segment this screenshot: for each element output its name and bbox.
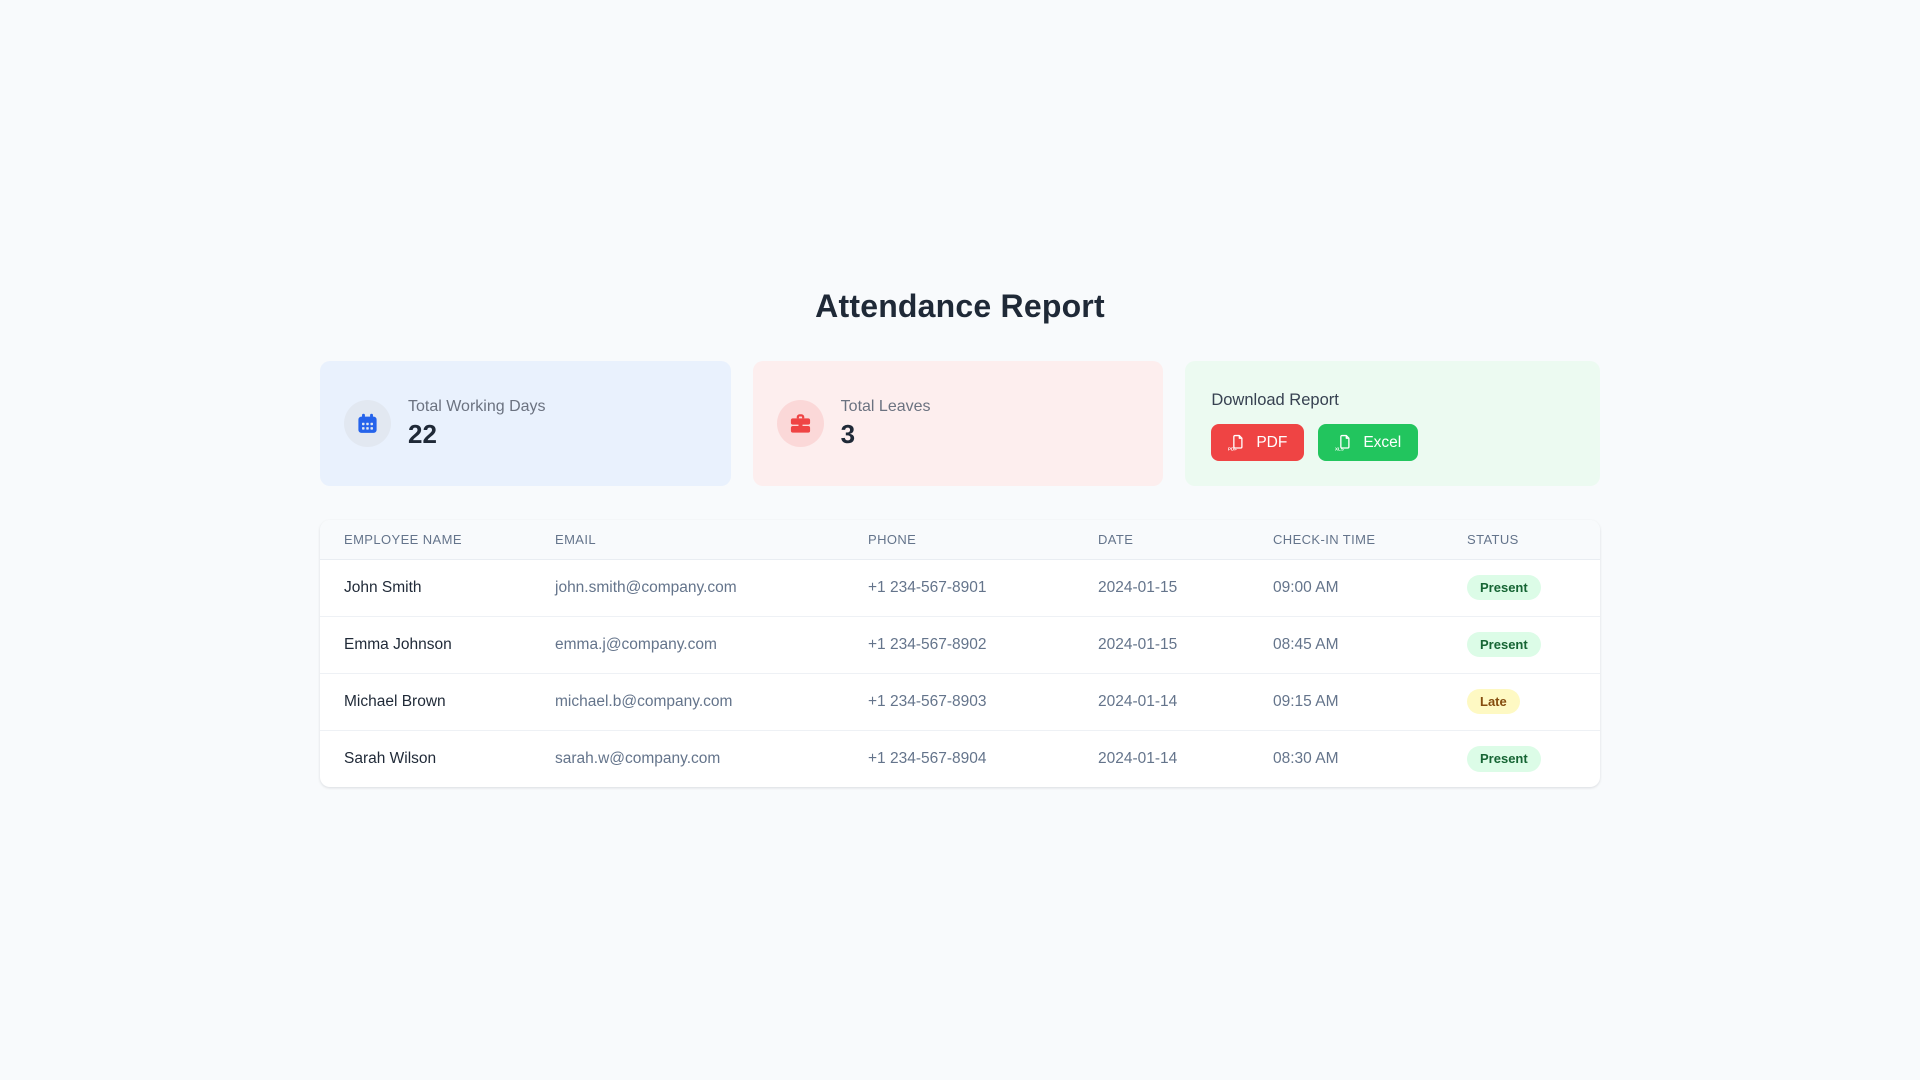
pdf-button-label: PDF [1256,433,1288,451]
status-badge: Late [1467,688,1520,715]
attendance-report-page: Attendance Report Total Working Days [320,0,1601,787]
attendance-table: Employee Name Email Phone Date Check-in … [320,520,1600,787]
column-header-date: Date [1074,520,1249,560]
column-header-phone: Phone [844,520,1074,560]
employee-email: emma.j@company.com [555,635,717,653]
employee-phone: +1 234-567-8903 [868,692,987,710]
total-leaves-card: Total Leaves 3 [752,361,1164,486]
file-pdf-icon: PDF [1228,433,1247,452]
stat-label-leaves: Total Leaves [840,397,931,415]
calendar-icon [344,400,391,447]
status-badge: Present [1467,745,1541,772]
table-row: Emma Johnson emma.j@company.com +1 234-5… [320,615,1600,673]
stat-value-working-days: 22 [408,418,437,449]
briefcase-icon [776,400,824,447]
status-badge: Present [1467,631,1541,658]
checkin-time: 09:15 AM [1273,692,1339,710]
employee-phone: +1 234-567-8901 [868,578,987,596]
employee-phone: +1 234-567-8902 [868,635,987,653]
file-type-text: PDF [1228,447,1237,452]
status-badge: Present [1467,574,1541,601]
stat-label-working-days: Total Working Days [408,397,546,415]
employee-email: john.smith@company.com [555,578,737,596]
table-row: Sarah Wilson sarah.w@company.com +1 234-… [320,729,1600,787]
download-excel-button[interactable]: XLS Excel [1318,424,1419,461]
column-header-checkin-time: Check-in Time [1249,520,1443,560]
file-type-text: XLS [1335,447,1344,452]
download-pdf-button[interactable]: PDF PDF [1211,424,1305,461]
table-row: Michael Brown michael.b@company.com +1 2… [320,672,1600,730]
checkin-time: 08:30 AM [1273,749,1339,767]
employee-name: Sarah Wilson [344,749,437,767]
download-report-label: Download Report [1211,391,1339,409]
stat-value-leaves: 3 [840,418,856,449]
employee-name: Emma Johnson [344,635,452,653]
table-header-row: Employee Name Email Phone Date Check-in … [320,520,1600,560]
download-report-card: Download Report PDF PDF [1185,361,1601,486]
employee-name: John Smith [344,578,422,596]
employee-email: michael.b@company.com [555,692,733,710]
attendance-date: 2024-01-14 [1098,749,1178,767]
column-header-email: Email [531,520,844,560]
table-row: John Smith john.smith@company.com +1 234… [320,559,1600,616]
employee-name: Michael Brown [344,692,446,710]
total-working-days-card: Total Working Days 22 [320,361,731,486]
summary-cards: Total Working Days 22 Total Leaves 3 Dow… [320,361,1601,486]
column-header-employee-name: Employee Name [320,520,531,560]
file-xls-icon: XLS [1335,433,1354,452]
excel-button-label: Excel [1363,433,1402,451]
checkin-time: 09:00 AM [1273,578,1339,596]
attendance-date: 2024-01-14 [1098,692,1178,710]
attendance-date: 2024-01-15 [1098,578,1178,596]
attendance-date: 2024-01-15 [1098,635,1178,653]
employee-phone: +1 234-567-8904 [868,749,987,767]
page-title: Attendance Report [815,288,1105,324]
employee-email: sarah.w@company.com [555,749,721,767]
checkin-time: 08:45 AM [1273,635,1339,653]
column-header-status: Status [1443,520,1600,560]
